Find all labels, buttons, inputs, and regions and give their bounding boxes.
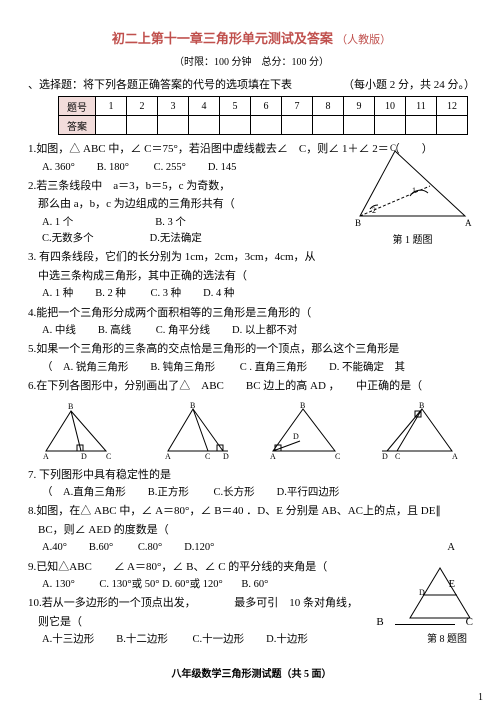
q6-fig-a: B A D C <box>41 401 126 461</box>
svg-text:A: A <box>465 218 472 228</box>
svg-text:A: A <box>452 452 458 461</box>
svg-text:D: D <box>223 452 229 461</box>
q3-opts: A. 1 种B. 2 种 C. 3 种D. 4 种 <box>42 286 475 302</box>
svg-text:D: D <box>382 452 388 461</box>
q6-fig-d: B A C D <box>377 401 462 461</box>
q6: 6.在下列各图形中，分别画出了△ ABC BC 边上的高 AD ， 中正确的是（ <box>28 378 475 395</box>
q8: 8.如图，在△ ABC 中，∠ A＝80°，∠ B＝40 ．D、E 分别是 AB… <box>28 503 475 520</box>
svg-text:B: B <box>300 401 305 410</box>
svg-text:B: B <box>190 401 195 410</box>
svg-text:D: D <box>293 432 299 441</box>
svg-text:C: C <box>106 452 111 461</box>
svg-text:A: A <box>43 452 49 461</box>
svg-text:B: B <box>419 401 424 410</box>
answer-table: 题号 12 34 56 78 910 1112 答案 <box>58 96 468 135</box>
q3b: 中选三条构成三角形，其中正确的选法有（ <box>38 268 475 285</box>
svg-text:D: D <box>81 452 87 461</box>
q2b: 那么由 a，b，c 为边组成的三角形共有（ <box>38 196 475 213</box>
q5-opts: （ A. 锐角三角形B. 钝角三角形 C . 直角三角形D. 不能确定 其 <box>42 360 475 376</box>
q6-fig-b: B A C D <box>153 401 238 461</box>
page-number: 1 <box>478 692 483 703</box>
page-title: 初二上第十一章三角形单元测试及答案 （人教版） <box>28 28 475 47</box>
q8b: BC，则∠ AED 的度数是（ <box>38 522 475 539</box>
q4: 4.能把一个三角形分成两个面积相等的三角形是三角形的（ <box>28 305 475 322</box>
svg-text:B: B <box>68 402 73 411</box>
svg-text:C: C <box>395 452 400 461</box>
footer: 八年级数学三角形测试题（共 5 面） <box>28 665 475 680</box>
q10-opts: A.十三边形B.十二边形 C.十一边形D.十边形 第 8 题图 <box>42 632 475 648</box>
q1: 1.如图，△ ABC 中，∠ C＝75°，若沿图中虚线截去∠ C，则∠ 1＋∠ … <box>28 141 475 158</box>
svg-text:B: B <box>355 218 361 228</box>
q8-opts: A.40°B.60° C.80°D.120° A <box>42 540 475 556</box>
svg-text:C: C <box>335 452 340 461</box>
subtitle: （时限：100 分钟 总分：100 分） <box>28 53 475 68</box>
q6-figures: B A D C B A C D B A D C <box>28 401 475 461</box>
q3: 3. 有四条线段，它们的长分别为 1cm，2cm，3cm，4cm，从 <box>28 249 475 266</box>
q5: 5.如果一个三角形的三条高的交点恰是三角形的一个顶点，那么这个三角形是 <box>28 341 475 358</box>
svg-text:C: C <box>205 452 210 461</box>
q6-fig-c: B A D C <box>265 401 350 461</box>
svg-text:A: A <box>165 452 171 461</box>
svg-text:A: A <box>270 452 276 461</box>
q2: 2.若三条线段中 a＝3，b＝5，c 为奇数， <box>28 178 475 195</box>
q10b: 则它是（ B C <box>38 614 475 631</box>
q4-opts: A. 中线B. 高线 C. 角平分线D. 以上都不对 <box>42 323 475 339</box>
q7: 7. 下列图形中具有稳定性的是 <box>28 467 475 484</box>
q7-opts: （ A.直角三角形B.正方形 C.长方形D.平行四边形 <box>42 485 475 501</box>
section-head: 、选择题：将下列各题正确答案的代号的选项填在下表 （每小题 2 分，共 24 分… <box>28 76 475 92</box>
q10: 10.若从一多边形的一个顶点出发， 最多可引 10 条对角线， <box>28 595 475 612</box>
